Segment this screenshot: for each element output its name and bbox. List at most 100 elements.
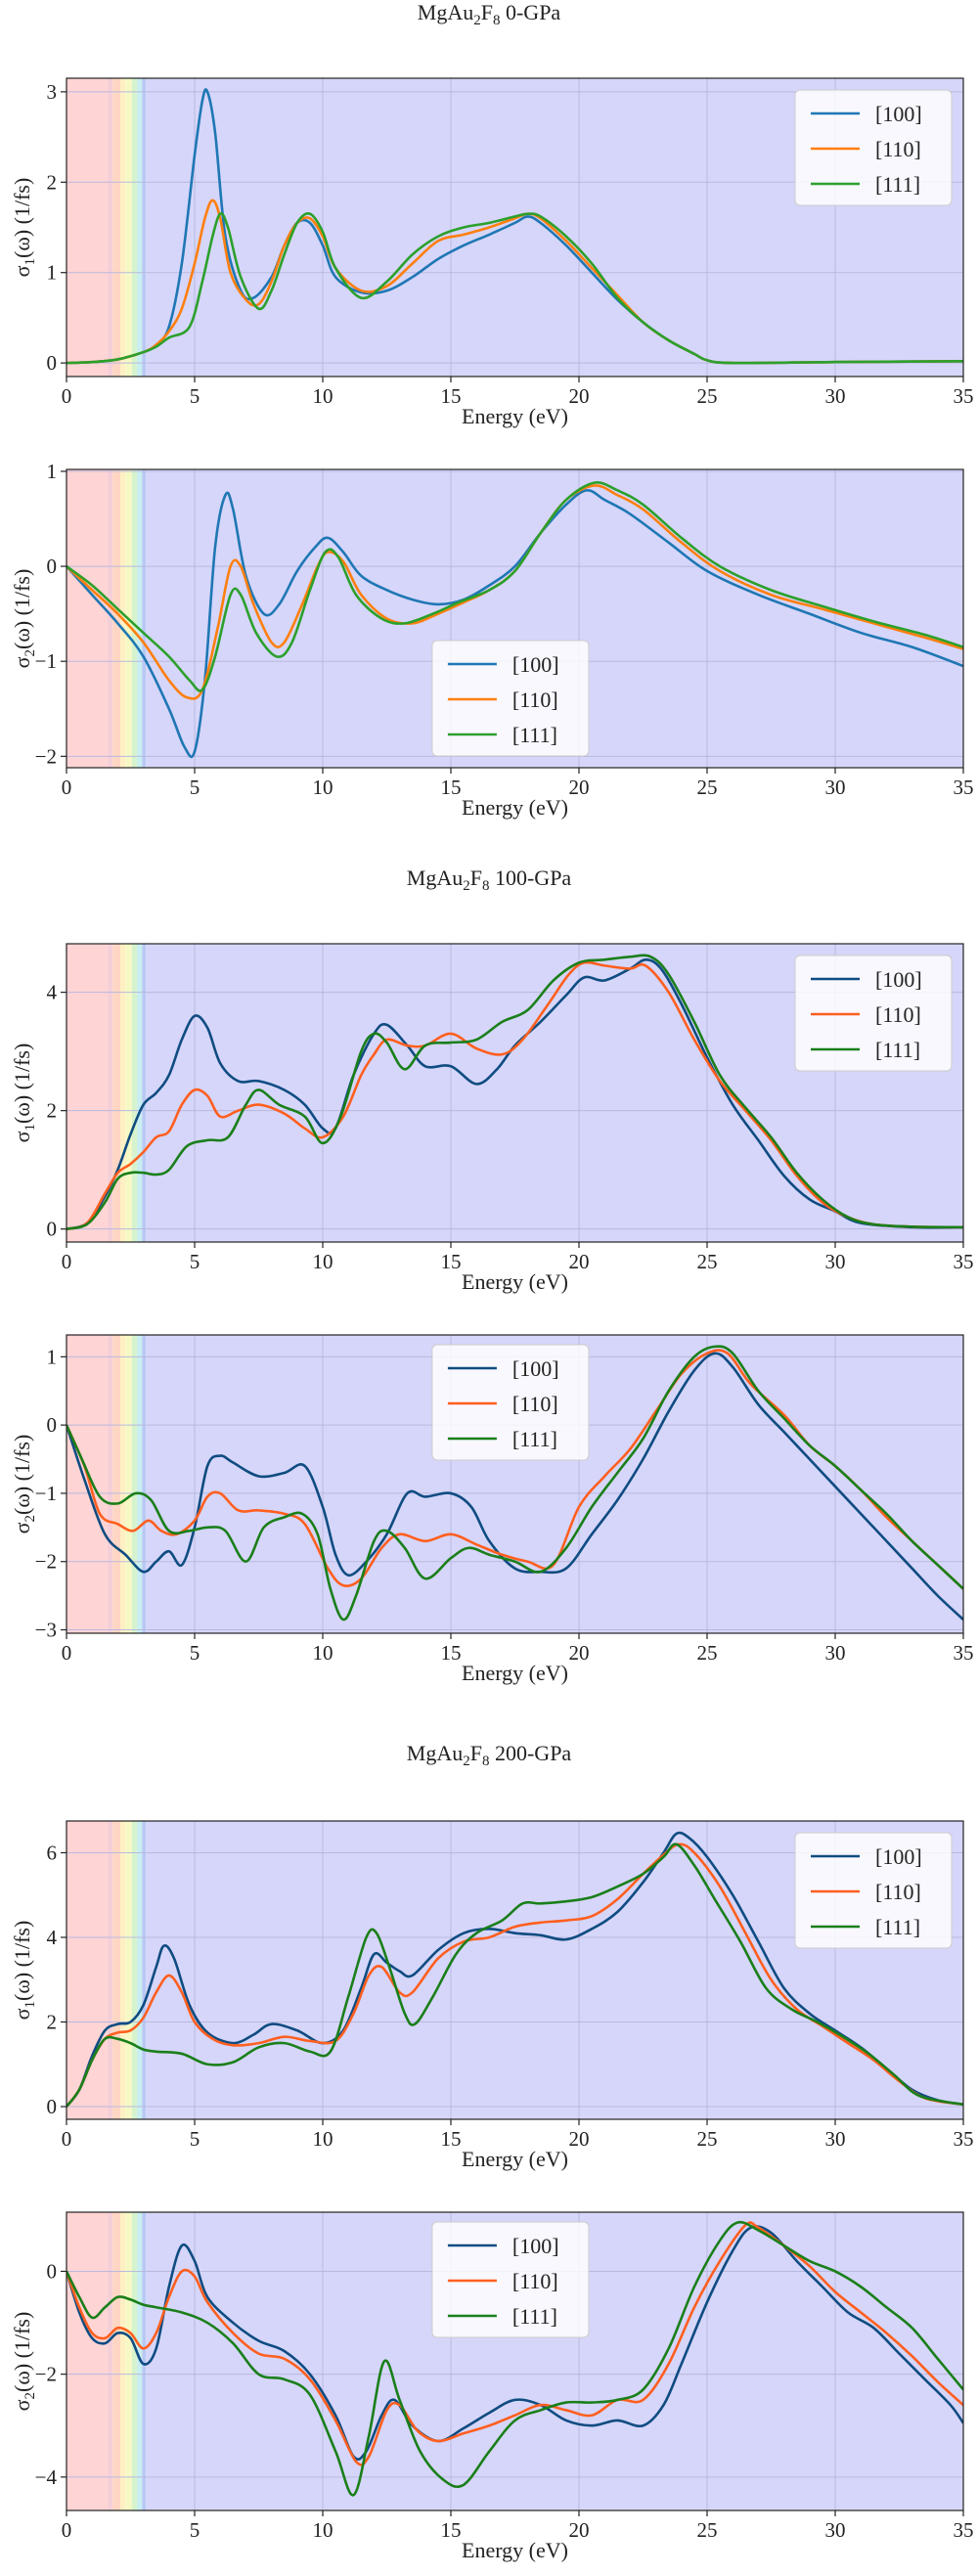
spectrum-band (131, 1821, 138, 2119)
axes-frame (66, 943, 964, 1243)
spectrum-band (107, 944, 113, 1242)
y-axis-label: σ1(ω) (1/fs) (10, 1921, 38, 2021)
y-tick-label: 2 (47, 170, 58, 194)
y-axis-label: σ2(ω) (1/fs) (10, 2312, 38, 2412)
x-tick-label: 25 (697, 2518, 718, 2542)
title-text: F (470, 1741, 482, 1765)
y-tick-label: −2 (35, 1550, 57, 1574)
legend-label: [111] (512, 723, 557, 747)
x-tick-label: 10 (313, 776, 333, 799)
spectrum-band (120, 1335, 126, 1633)
x-tick-label: 30 (825, 776, 846, 799)
spectrum-band (112, 78, 121, 377)
series-line (67, 481, 963, 692)
spectrum-band (125, 944, 132, 1242)
spectrum-band (131, 944, 138, 1242)
legend: [100] [110] [111] (431, 640, 590, 757)
legend-box (431, 640, 590, 757)
chart-panel: 0 5 10 15 20 25 30 35 −3 −2 −1 0 1 Energy (eV) σ2(ω) (… (10, 1334, 974, 1685)
y-axis-label-subscript: 2 (22, 2392, 38, 2400)
x-tick-label: 5 (190, 776, 200, 799)
series-line (67, 212, 963, 365)
x-tick-label: 0 (62, 1250, 72, 1273)
x-tick-label: 10 (313, 384, 333, 408)
x-axis-label: Energy (eV) (462, 2147, 568, 2171)
spectrum-band (142, 1821, 147, 2119)
x-axis-label: Energy (eV) (462, 2538, 568, 2562)
spectrum-band (142, 2212, 147, 2510)
title-text: 0-GPa (500, 0, 560, 24)
x-tick-label: 30 (825, 1250, 846, 1273)
axes-frame (66, 2211, 964, 2511)
x-tick-label: 35 (954, 2518, 974, 2542)
y-tick-label: 1 (47, 1345, 58, 1368)
x-tick-label: 0 (62, 2518, 72, 2542)
y-axis-label-text: σ (10, 2008, 34, 2020)
spectrum-band (107, 78, 113, 377)
series-line (67, 1831, 963, 2108)
legend-label: [111] (875, 172, 920, 197)
y-axis-label-text: (ω) (1/fs) (10, 1044, 34, 1124)
y-tick-label: 0 (47, 351, 58, 375)
series-line (67, 1843, 963, 2108)
spectrum-band (125, 2212, 132, 2510)
y-axis-label-text: σ (10, 265, 34, 277)
title-subscript: 8 (482, 1754, 490, 1769)
series-line (67, 489, 963, 759)
legend-label: [100] (512, 2234, 559, 2258)
x-tick-label: 20 (569, 776, 590, 799)
y-tick-label: 0 (47, 2095, 58, 2118)
y-axis-label-subscript: 1 (22, 1124, 38, 1132)
y-axis-label: σ2(ω) (1/fs) (10, 1435, 38, 1534)
x-tick-label: 20 (569, 2518, 590, 2542)
x-tick-label: 10 (313, 2518, 333, 2542)
spectrum-band (142, 1335, 147, 1633)
spectrum-band (67, 944, 108, 1242)
series-line (67, 954, 963, 1230)
spectrum-band (131, 78, 138, 377)
y-tick-label: 4 (47, 981, 58, 1004)
title-subscript: 8 (493, 13, 501, 28)
legend-label: [110] (512, 2269, 558, 2293)
spectrum-band (107, 2212, 113, 2510)
series-line (67, 2220, 963, 2497)
y-tick-label: 0 (47, 1218, 58, 1241)
spectrum-band (137, 469, 143, 768)
x-tick-label: 15 (441, 384, 462, 408)
section-title: MgAu2F8 0-GPa (418, 0, 561, 28)
x-tick-label: 35 (954, 1250, 974, 1273)
y-axis-label-text: σ (10, 1522, 34, 1533)
legend-label: [110] (512, 1392, 558, 1416)
spectrum-band (137, 78, 143, 377)
title-text: MgAu (418, 0, 473, 24)
series-line (67, 1345, 963, 1621)
x-tick-label: 0 (62, 384, 72, 408)
legend-label: [110] (875, 137, 921, 161)
legend-label: [111] (512, 1427, 557, 1451)
spectrum-band (120, 1821, 126, 2119)
spectrum-band (107, 469, 113, 768)
spectrum-band (137, 2212, 143, 2510)
legend-label: [100] (875, 1844, 922, 1869)
spectrum-band (112, 1821, 121, 2119)
x-tick-label: 35 (954, 2127, 974, 2151)
series-line (67, 960, 963, 1230)
spectrum-band (67, 469, 108, 768)
legend-label: [100] (875, 102, 922, 126)
x-tick-label: 35 (954, 776, 974, 799)
x-tick-label: 25 (697, 384, 718, 408)
y-tick-label: 0 (47, 555, 58, 578)
y-axis-label-text: (ω) (1/fs) (10, 1921, 34, 2001)
x-axis-label: Energy (eV) (462, 1269, 568, 1294)
spectrum-band (67, 2212, 108, 2510)
x-tick-label: 25 (697, 2127, 718, 2151)
x-tick-label: 15 (441, 2127, 462, 2151)
spectrum-band (142, 78, 147, 377)
spectrum-band (125, 1821, 132, 2119)
series-line (67, 1843, 963, 2108)
chart-panel: 0 5 10 15 20 25 30 35 0 2 4 6 Energy (eV) σ1(ω) (1/fs… (10, 1820, 974, 2171)
y-axis-label: σ1(ω) (1/fs) (10, 178, 38, 278)
legend: [100] [110] [111] (794, 955, 953, 1072)
